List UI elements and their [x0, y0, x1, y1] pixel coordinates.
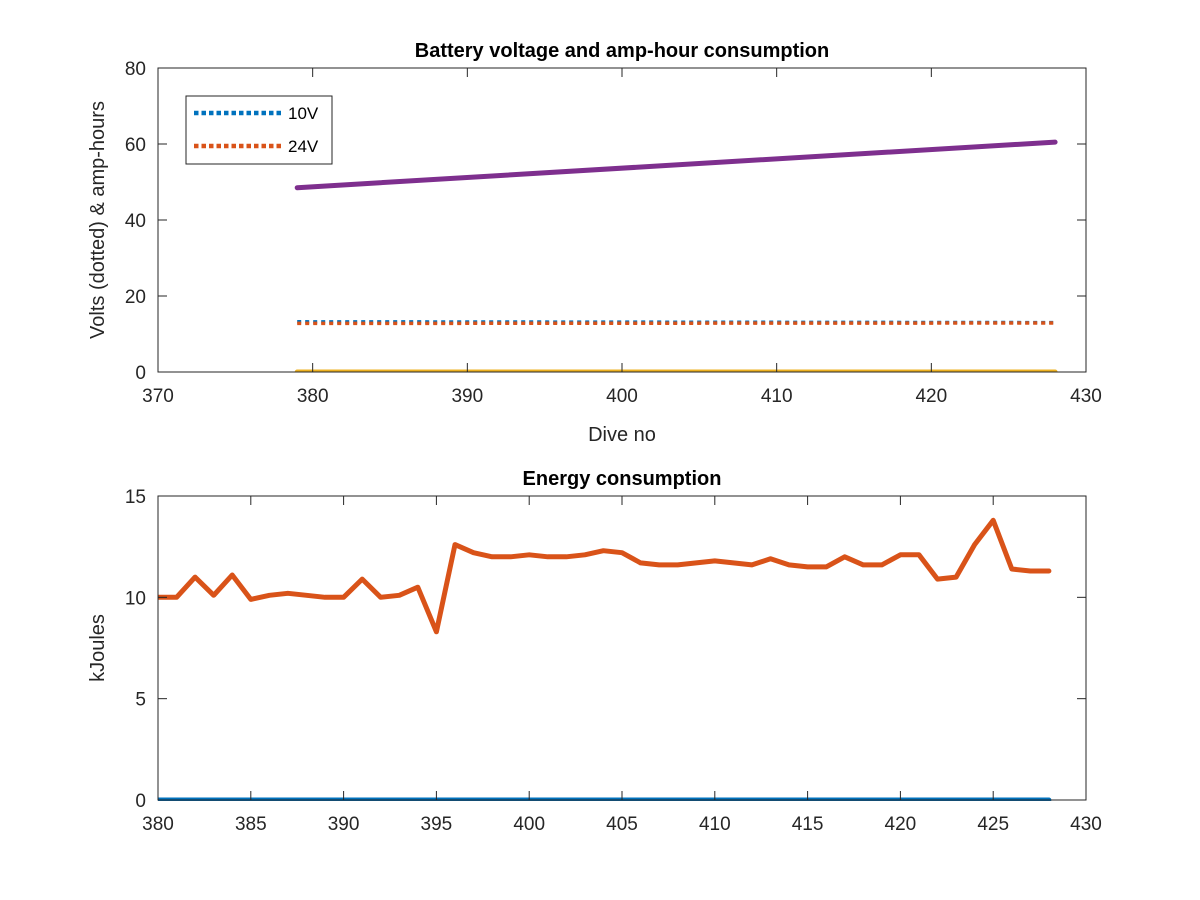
x-tick-label: 420	[885, 814, 917, 835]
x-tick-label: 410	[761, 386, 793, 407]
y-tick-label: 0	[135, 791, 146, 812]
voltage-chart-title: Battery voltage and amp-hour consumption	[415, 40, 829, 62]
y-tick-label: 20	[125, 287, 146, 308]
series-line-2	[294, 139, 1058, 191]
voltage-series-layer	[294, 139, 1058, 372]
energy-chart-title: Energy consumption	[523, 468, 722, 490]
x-tick-label: 390	[451, 386, 483, 407]
voltage-x-axis-label: Dive no	[588, 424, 656, 446]
series-line-0	[158, 517, 1052, 635]
voltage-y-axis-label: Volts (dotted) & amp-hours	[87, 101, 109, 339]
voltage-ticks-layer: 370 380 390 400 410 420 430 0 20 40 60 80	[125, 59, 1102, 407]
y-tick-label: 0	[135, 363, 146, 384]
x-tick-label: 425	[977, 814, 1009, 835]
x-tick-label: 405	[606, 814, 638, 835]
y-tick-label: 15	[125, 487, 146, 508]
x-tick-label: 400	[513, 814, 545, 835]
legend-label-24v: 24V	[288, 137, 319, 156]
energy-ticks-layer: 380 385 390 395 400 405 410 415 420 425 430 0 5 10 15	[125, 487, 1102, 835]
y-tick-label: 60	[125, 135, 146, 156]
x-tick-label: 380	[297, 386, 329, 407]
y-tick-label: 40	[125, 211, 146, 232]
y-tick-label: 5	[135, 690, 146, 711]
x-tick-label: 400	[606, 386, 638, 407]
energy-chart: 380 385 390 395 400 405 410 415 420 425 430051015 …	[87, 468, 1102, 835]
y-tick-label: 10	[125, 588, 146, 609]
x-tick-label: 430	[1070, 386, 1102, 407]
voltage-legend: 10V 24V	[185, 95, 333, 165]
legend-label-10v: 10V	[288, 104, 319, 123]
x-tick-label: 385	[235, 814, 267, 835]
x-tick-label: 415	[792, 814, 824, 835]
x-tick-label: 395	[421, 814, 453, 835]
x-tick-label: 420	[915, 386, 947, 407]
y-tick-label: 80	[125, 59, 146, 80]
x-tick-label: 410	[699, 814, 731, 835]
energy-plot-area	[158, 496, 1086, 800]
x-tick-label: 390	[328, 814, 360, 835]
x-tick-label: 370	[142, 386, 174, 407]
energy-y-axis-label: kJoules	[87, 614, 109, 682]
voltage-chart: 370 380 390 400 410 420 430 0 20 40 60 80 Battery v…	[87, 40, 1102, 446]
x-tick-label: 380	[142, 814, 174, 835]
voltage-legend-box	[185, 95, 333, 165]
x-tick-label: 430	[1070, 814, 1102, 835]
